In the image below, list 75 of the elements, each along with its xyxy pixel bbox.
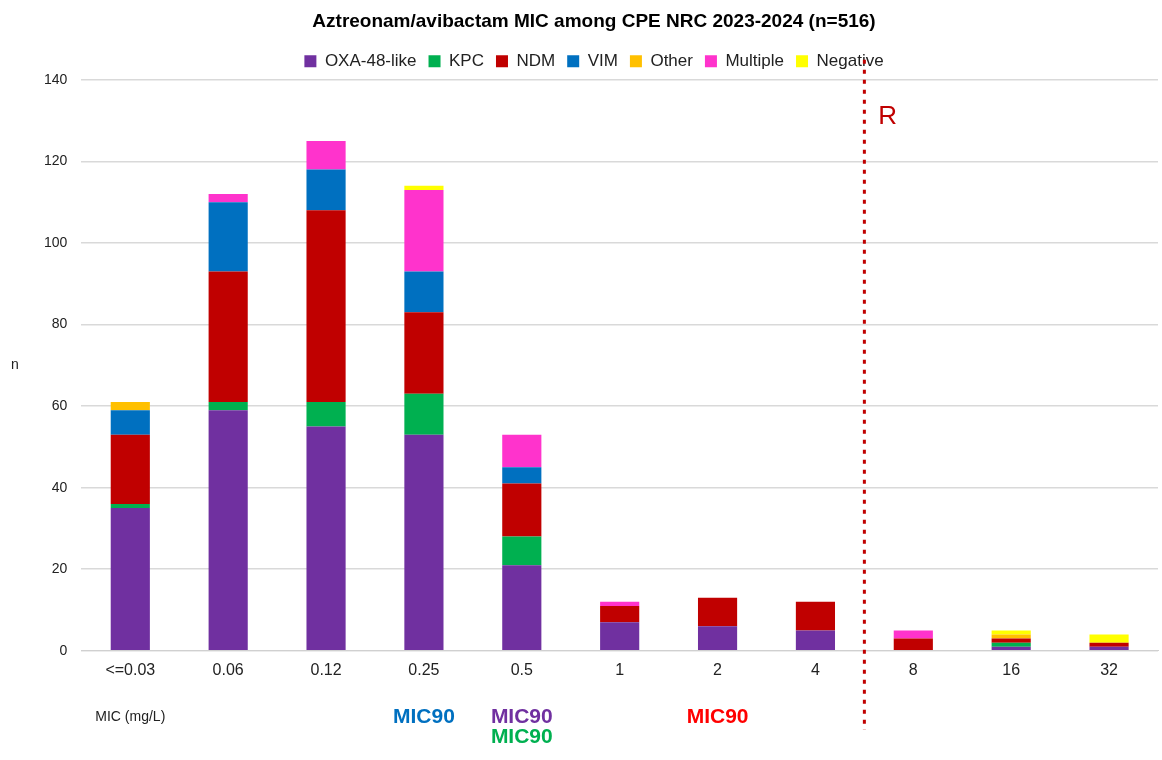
y-tick-label: 60: [51, 396, 68, 413]
y-tick-label: 0: [59, 641, 68, 658]
bar: [208, 271, 248, 403]
bar: [600, 605, 640, 623]
x-tick-label: 8: [908, 660, 918, 678]
legend-label: KPC: [449, 50, 484, 70]
bar: [502, 434, 542, 468]
bar: [893, 630, 933, 639]
bar: [502, 483, 542, 537]
x-tick-label: 4: [810, 660, 820, 678]
x-tick-label: 16: [1002, 660, 1021, 678]
x-tick-label: 0.12: [310, 660, 342, 678]
y-tick-label: 140: [44, 70, 68, 87]
x-tick-label: 0.25: [408, 660, 440, 678]
bar: [208, 410, 248, 651]
bar: [502, 467, 542, 484]
bar: [502, 536, 542, 566]
legend-label: OXA-48-like: [324, 50, 417, 70]
bar: [697, 597, 738, 627]
bar: [110, 508, 150, 651]
bar: [404, 271, 444, 313]
legend-label: Multiple: [725, 50, 785, 70]
bar: [502, 565, 542, 651]
bar: [991, 634, 1031, 639]
x-tick-label: 32: [1100, 660, 1119, 678]
x-tick-label: 1: [615, 660, 625, 678]
bar: [110, 434, 150, 504]
bar: [991, 630, 1031, 635]
y-tick-label: 120: [44, 152, 68, 169]
bar: [600, 622, 640, 651]
bar: [600, 601, 640, 606]
bar: [110, 410, 150, 435]
bar: [306, 169, 346, 211]
ref-line-label: R: [878, 99, 898, 130]
y-tick-label: 20: [51, 560, 68, 577]
bar: [1089, 646, 1129, 651]
bar: [404, 185, 444, 190]
bar: [208, 202, 248, 272]
bar: [306, 140, 346, 170]
text: MIC90: [393, 703, 455, 727]
y-tick-label: 80: [51, 315, 68, 332]
bar: [306, 426, 346, 651]
bar: [991, 638, 1031, 643]
legend-label: VIM: [587, 50, 618, 70]
y-axis-title: n: [11, 356, 19, 373]
bar: [208, 194, 248, 203]
bar: [404, 189, 444, 272]
bar: [1089, 634, 1129, 643]
x-tick-label: 2: [713, 660, 723, 678]
bar: [306, 210, 346, 403]
bar: [404, 393, 444, 435]
bar: [697, 626, 738, 651]
x-tick-label: 0.06: [212, 660, 244, 678]
bar: [404, 434, 444, 651]
bar: [110, 503, 150, 509]
legend-label: Other: [650, 50, 694, 70]
x-tick-label: <=0.03: [105, 660, 156, 678]
text: MIC90: [686, 703, 749, 727]
legend-label: Negative: [816, 50, 884, 70]
bar: [991, 642, 1031, 647]
y-tick-label: 40: [51, 478, 68, 495]
bar: [893, 638, 933, 651]
bar: [1089, 642, 1129, 647]
chart-title: Aztreonam/avibactam MIC among CPE NRC 2023-2024 (n=516): [312, 9, 876, 31]
legend-label: NDM: [516, 50, 556, 70]
bar: [991, 646, 1031, 651]
bar: [795, 601, 836, 631]
bar: [208, 402, 248, 411]
bar: [306, 402, 346, 427]
bar: [110, 402, 150, 411]
x-tick-label: 0.5: [510, 660, 534, 678]
x-axis-title: MIC (mg/L): [95, 707, 166, 724]
bar: [795, 630, 836, 651]
bar: [404, 312, 444, 394]
y-tick-label: 100: [44, 233, 68, 250]
